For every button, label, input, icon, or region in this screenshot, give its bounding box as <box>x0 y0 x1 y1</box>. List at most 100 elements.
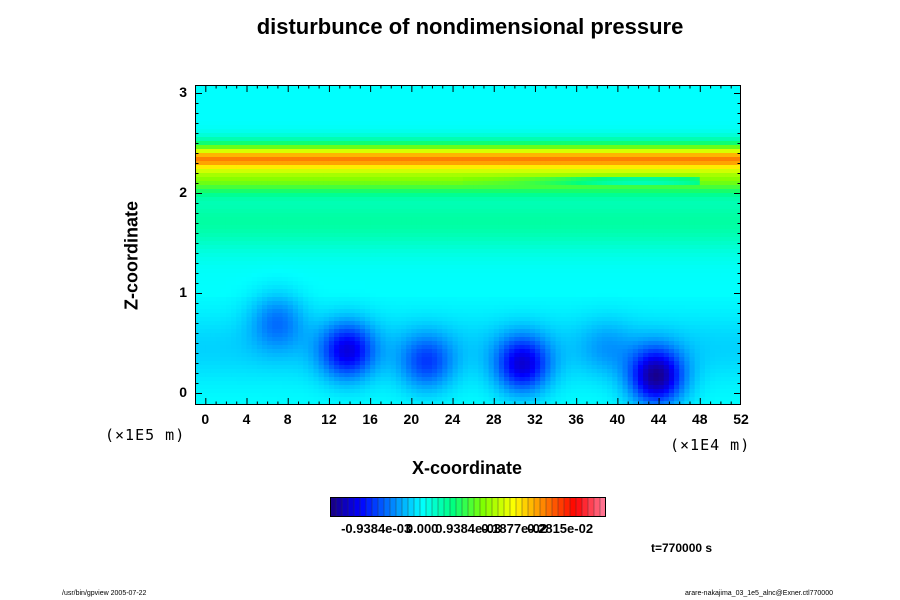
heatmap-cell <box>308 193 315 198</box>
heatmap-cell <box>694 173 701 178</box>
heatmap-cell <box>364 89 371 94</box>
heatmap-cell <box>416 93 423 98</box>
heatmap-cell <box>668 193 675 198</box>
heatmap-cell <box>540 269 546 274</box>
heatmap-cell <box>571 253 577 258</box>
heatmap-cell <box>550 145 557 150</box>
heatmap-cell <box>303 221 309 226</box>
heatmap-cell <box>637 261 644 266</box>
heatmap-cell <box>349 229 356 234</box>
heatmap-cell <box>375 149 382 154</box>
heatmap-cell <box>395 153 402 158</box>
heatmap-cell <box>447 241 454 246</box>
heatmap-cell <box>540 125 546 130</box>
heatmap-cell <box>256 273 263 278</box>
heatmap-cell <box>457 113 464 118</box>
heatmap-cell <box>596 117 603 122</box>
heatmap-cell <box>493 85 500 90</box>
heatmap-cell <box>318 209 325 214</box>
heatmap-cell <box>416 237 423 242</box>
heatmap-cell <box>581 97 588 102</box>
heatmap-cell <box>529 269 536 274</box>
heatmap-cell <box>462 109 469 114</box>
heatmap-cell <box>339 269 345 274</box>
heatmap-cell <box>385 265 392 270</box>
heatmap-cell <box>632 213 639 218</box>
heatmap-cell <box>225 149 232 154</box>
heatmap-cell <box>498 269 505 274</box>
heatmap-cell <box>545 153 552 158</box>
heatmap-cell <box>565 97 572 102</box>
heatmap-cell <box>550 105 557 110</box>
heatmap-cell <box>468 189 474 194</box>
heatmap-cell <box>612 245 618 250</box>
heatmap-cell <box>215 193 222 198</box>
heatmap-cell <box>231 265 237 270</box>
heatmap-cell <box>395 197 402 202</box>
heatmap-cell <box>555 161 562 166</box>
heatmap-cell <box>565 85 572 90</box>
heatmap-cell <box>303 149 309 154</box>
heatmap-cell <box>267 157 273 162</box>
heatmap-cell <box>632 125 639 130</box>
heatmap-cell <box>225 245 232 250</box>
heatmap-cell <box>565 89 572 94</box>
heatmap-cell <box>339 145 345 150</box>
heatmap-cell <box>241 109 248 114</box>
heatmap-cell <box>643 101 649 106</box>
heatmap-cell <box>689 133 696 138</box>
heatmap-cell <box>277 121 284 126</box>
heatmap-cell <box>663 225 670 230</box>
heatmap-cell <box>468 193 474 198</box>
heatmap-cell <box>550 121 557 126</box>
heatmap-cell <box>617 165 624 170</box>
heatmap-cell <box>431 89 438 94</box>
heatmap-cell <box>303 137 309 142</box>
heatmap-cell <box>225 145 232 150</box>
heatmap-cell <box>668 129 675 134</box>
heatmap-cell <box>339 177 345 182</box>
heatmap-cell <box>519 201 526 206</box>
heatmap-cell <box>359 149 366 154</box>
heatmap-cell <box>406 117 412 122</box>
heatmap-cell <box>483 165 490 170</box>
heatmap-cell <box>689 229 696 234</box>
heatmap-cell <box>586 129 593 134</box>
heatmap-cell <box>555 125 562 130</box>
heatmap-cell <box>416 169 423 174</box>
heatmap-cell <box>534 233 541 238</box>
heatmap-cell <box>493 161 500 166</box>
heatmap-cell <box>540 265 546 270</box>
heatmap-cell <box>210 113 217 118</box>
heatmap-cell <box>421 141 428 146</box>
heatmap-cell <box>571 133 577 138</box>
heatmap-cell <box>457 261 464 266</box>
heatmap-cell <box>653 257 660 262</box>
heatmap-cell <box>359 249 366 254</box>
heatmap-cell <box>261 205 268 210</box>
heatmap-cell <box>622 249 629 254</box>
heatmap-cell <box>385 217 392 222</box>
heatmap-cell <box>679 257 685 262</box>
heatmap-cell <box>406 97 412 102</box>
heatmap-cell <box>298 209 304 214</box>
heatmap-cell <box>210 181 217 186</box>
heatmap-cell <box>581 101 588 106</box>
heatmap-cell <box>555 137 562 142</box>
heatmap-cell <box>287 209 294 214</box>
heatmap-cell <box>231 157 237 162</box>
heatmap-cell <box>704 245 711 250</box>
heatmap-cell <box>246 161 253 166</box>
heatmap-cell <box>411 241 418 246</box>
heatmap-cell <box>282 177 289 182</box>
heatmap-cell <box>354 137 361 142</box>
heatmap-cell <box>421 97 428 102</box>
heatmap-cell <box>715 109 721 114</box>
heatmap-cell <box>231 261 237 266</box>
heatmap-cell <box>447 97 454 102</box>
heatmap-cell <box>359 125 366 130</box>
heatmap-cell <box>370 229 376 234</box>
heatmap-cell <box>303 213 309 218</box>
heatmap-cell <box>303 265 309 270</box>
heatmap-cell <box>679 137 685 142</box>
